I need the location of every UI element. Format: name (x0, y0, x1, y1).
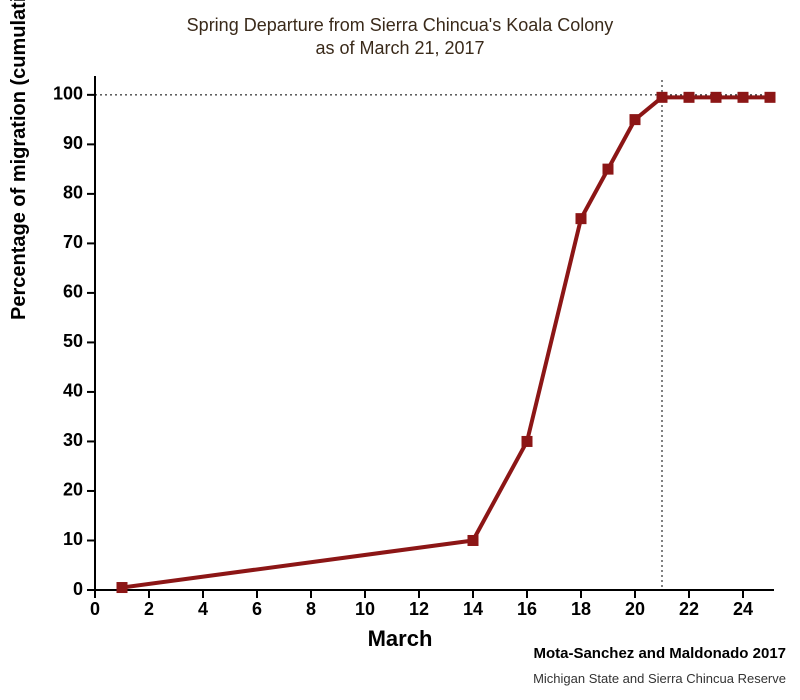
y-tick-label: 100 (53, 84, 83, 104)
x-tick-label: 20 (625, 599, 645, 619)
x-tick-label: 4 (198, 599, 208, 619)
chart-container: Spring Departure from Sierra Chincua's K… (0, 0, 800, 700)
migration-line (122, 97, 770, 587)
data-marker (603, 164, 613, 174)
x-tick-label: 18 (571, 599, 591, 619)
data-marker (684, 92, 694, 102)
x-tick-label: 6 (252, 599, 262, 619)
data-marker (468, 535, 478, 545)
y-tick-label: 90 (63, 133, 83, 153)
y-tick-label: 40 (63, 381, 83, 401)
data-marker (711, 92, 721, 102)
y-tick-label: 80 (63, 183, 83, 203)
x-tick-label: 12 (409, 599, 429, 619)
x-tick-label: 14 (463, 599, 483, 619)
y-tick-label: 0 (73, 579, 83, 599)
data-marker (657, 92, 667, 102)
data-marker (765, 92, 775, 102)
data-marker (738, 92, 748, 102)
data-marker (117, 583, 127, 593)
y-tick-label: 10 (63, 529, 83, 549)
x-tick-label: 10 (355, 599, 375, 619)
y-tick-label: 20 (63, 480, 83, 500)
y-tick-label: 50 (63, 331, 83, 351)
x-tick-label: 22 (679, 599, 699, 619)
x-tick-label: 2 (144, 599, 154, 619)
y-tick-label: 30 (63, 430, 83, 450)
x-tick-label: 16 (517, 599, 537, 619)
x-tick-label: 8 (306, 599, 316, 619)
x-tick-label: 24 (733, 599, 753, 619)
y-tick-label: 60 (63, 282, 83, 302)
data-marker (522, 436, 532, 446)
x-tick-label: 0 (90, 599, 100, 619)
data-marker (630, 115, 640, 125)
data-marker (576, 214, 586, 224)
y-tick-label: 70 (63, 232, 83, 252)
chart-svg: 0102030405060708090100024681012141618202… (0, 0, 800, 700)
